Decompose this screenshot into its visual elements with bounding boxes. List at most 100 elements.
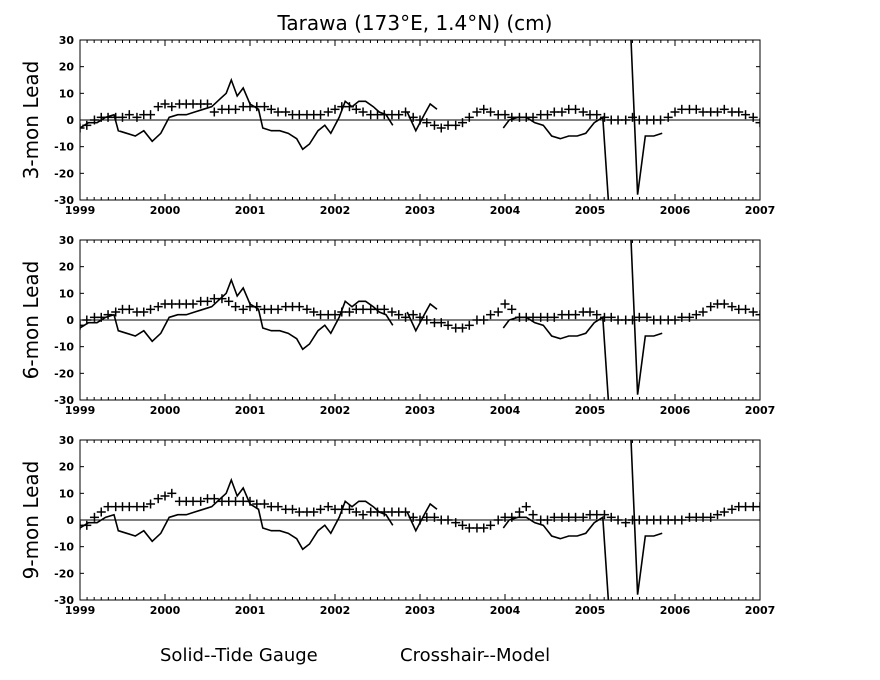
model-point — [273, 107, 283, 117]
x-tick-label: 2000 — [150, 204, 181, 217]
model-point — [103, 112, 113, 122]
model-point — [514, 507, 524, 517]
model-point — [209, 494, 219, 504]
model-point — [351, 507, 361, 517]
model-point — [549, 107, 559, 117]
model-point — [458, 118, 467, 128]
model-point — [294, 507, 304, 517]
model-point — [309, 507, 319, 517]
model-point — [706, 512, 716, 522]
model-point — [486, 107, 496, 117]
model-point — [337, 307, 347, 317]
model-point — [451, 518, 461, 528]
model-point — [543, 110, 552, 120]
model-point — [188, 496, 198, 506]
x-tick-label: 2007 — [745, 204, 776, 217]
model-point — [479, 523, 489, 533]
model-point — [634, 115, 644, 125]
model-point — [727, 302, 737, 312]
y-axis-label: 9-mon Lead — [19, 461, 43, 580]
model-point — [464, 320, 474, 330]
model-point — [408, 310, 418, 320]
model-point — [344, 504, 354, 514]
model-point — [557, 107, 567, 117]
model-point — [422, 512, 432, 522]
model-point — [82, 315, 92, 325]
x-tick-label: 2000 — [150, 404, 181, 417]
y-tick-label: 20 — [59, 261, 75, 274]
y-tick-label: 10 — [59, 287, 75, 300]
model-point — [415, 312, 425, 322]
model-point — [153, 102, 163, 112]
model-point — [549, 312, 559, 322]
model-point — [82, 520, 92, 530]
model-point — [528, 112, 538, 122]
model-point — [132, 112, 142, 122]
model-point — [656, 115, 666, 125]
model-point — [443, 320, 453, 330]
model-point — [528, 312, 538, 322]
model-point — [422, 315, 432, 325]
model-point — [606, 512, 616, 522]
model-point — [337, 102, 347, 112]
model-point — [543, 515, 552, 525]
model-point — [429, 512, 439, 522]
model-point — [379, 110, 389, 120]
model-point — [727, 504, 737, 514]
model-point — [82, 120, 92, 130]
model-point — [472, 107, 482, 117]
model-point — [111, 307, 121, 317]
model-point — [167, 299, 177, 309]
model-point — [571, 512, 581, 522]
model-point — [755, 502, 760, 512]
model-point — [621, 518, 631, 528]
model-point — [493, 307, 503, 317]
model-point — [755, 118, 760, 128]
model-point — [642, 312, 652, 322]
model-point — [684, 312, 694, 322]
model-point — [309, 307, 319, 317]
model-point — [294, 302, 304, 312]
model-point — [549, 512, 559, 522]
y-tick-label: -10 — [54, 541, 74, 554]
model-point — [698, 307, 708, 317]
series-group — [80, 440, 760, 600]
model-point — [196, 496, 206, 506]
model-point — [209, 107, 219, 117]
model-point — [281, 107, 291, 117]
model-point — [592, 310, 602, 320]
x-tick-label: 2003 — [405, 204, 436, 217]
x-tick-label: 2000 — [150, 604, 181, 617]
model-point — [231, 104, 241, 114]
x-tick-label: 2007 — [745, 604, 776, 617]
model-point — [316, 310, 326, 320]
legend-model: Crosshair--Model — [400, 645, 550, 666]
model-point — [245, 496, 255, 506]
tide-gauge-line — [630, 240, 663, 395]
x-tick-label: 2004 — [490, 204, 521, 217]
model-point — [379, 507, 389, 517]
model-point — [599, 510, 609, 520]
model-point — [741, 502, 751, 512]
model-point — [464, 523, 474, 533]
model-point — [670, 315, 680, 325]
model-point — [634, 312, 644, 322]
model-point — [231, 302, 241, 312]
model-point — [316, 110, 326, 120]
model-point — [443, 120, 453, 130]
model-point — [167, 488, 177, 498]
legend-tide-gauge: Solid--Tide Gauge — [160, 645, 318, 666]
model-point — [443, 515, 453, 525]
model-point — [288, 504, 297, 514]
model-point — [486, 520, 496, 530]
model-point — [209, 294, 219, 304]
tide-gauge-line — [502, 515, 610, 600]
model-point — [734, 107, 744, 117]
model-point — [146, 110, 156, 120]
model-point — [238, 304, 248, 314]
model-point — [401, 107, 411, 117]
model-point — [719, 104, 729, 114]
model-point — [401, 312, 411, 322]
